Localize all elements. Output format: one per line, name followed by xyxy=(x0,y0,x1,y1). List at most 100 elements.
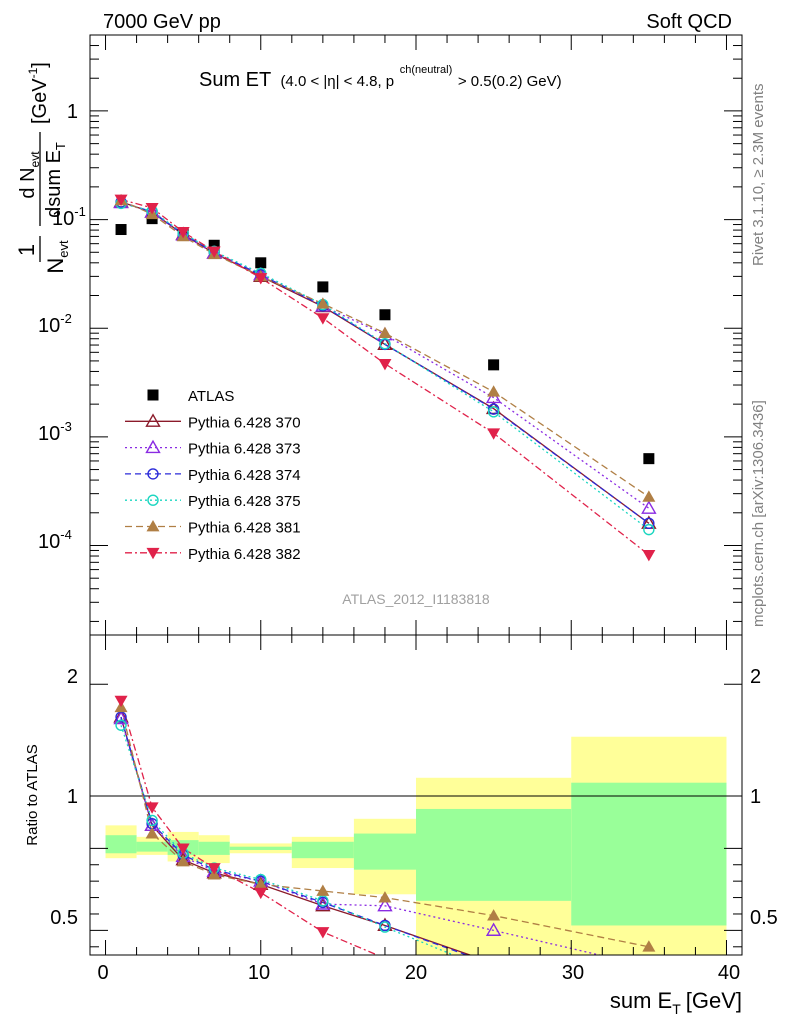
mcplots-label: mcplots.cern.ch [arXiv:1306.3436] xyxy=(750,400,767,627)
ytick-label-0.001-base: 10 xyxy=(38,423,60,445)
ylabel-unit: [GeV-1] xyxy=(26,62,51,124)
ratio-point-p382-4 xyxy=(254,887,268,900)
ylabel-d-top-main: d N xyxy=(17,167,39,198)
ratio-band-green-0 xyxy=(105,835,137,854)
ratio-point-p381-1 xyxy=(145,827,159,839)
ylabel-d-bottom-main: dsum E xyxy=(43,150,65,218)
legend-entry-p373: Pythia 6.428 373 xyxy=(125,439,301,458)
ratio-ytick-1-right: 1 xyxy=(750,786,761,808)
main-point-p375-8 xyxy=(643,523,655,536)
ratio-point-p373-0 xyxy=(113,710,129,725)
ratio-curve-p373 xyxy=(120,718,603,955)
ytick-label-0.0001-base: 10 xyxy=(38,531,60,553)
ratio-ytick-0.5-right: 0.5 xyxy=(750,907,778,929)
header-left: 7000 GeV pp xyxy=(103,11,221,33)
ratio-point-p381-5 xyxy=(316,884,330,896)
legend-label-ATLAS: ATLAS xyxy=(188,388,234,405)
ylabel-frac-bottom-sub: evt xyxy=(56,240,71,258)
ratio-markers xyxy=(113,695,656,952)
main-point-p381-7 xyxy=(487,385,501,397)
main-y-tick-labels: 1 10-1 10-2 10-3 10-4 xyxy=(38,101,86,553)
ratio-point-p382-1 xyxy=(145,802,159,814)
x-axis-title-main: sum E xyxy=(610,988,672,1013)
ylabel-d-top-sub: evt xyxy=(28,151,42,168)
ytick-label-0.0001-exp: -4 xyxy=(60,527,72,542)
legend-entry-p381: Pythia 6.428 381 xyxy=(125,520,301,537)
main-point-p382-7 xyxy=(487,428,501,440)
ratio-ytick-1-left: 1 xyxy=(67,786,78,808)
x-axis-title-unit: [GeV] xyxy=(686,988,742,1013)
main-curve-p375 xyxy=(120,202,650,531)
ratio-point-p381-4 xyxy=(254,877,268,890)
ytick-label-0.01-exp: -2 xyxy=(60,311,72,326)
main-axes xyxy=(90,34,742,635)
xtick-label-20: 20 xyxy=(405,962,427,984)
ratio-band-green-8 xyxy=(571,782,727,926)
legend-marker-ATLAS xyxy=(147,389,159,401)
main-point-p382-4 xyxy=(254,273,268,285)
ratio-point-p382-0 xyxy=(114,695,128,708)
ratio-point-p381-6 xyxy=(378,891,392,903)
legend-marker-p375 xyxy=(147,494,159,506)
legend-label-p370: Pythia 6.428 370 xyxy=(188,414,301,431)
main-point-p382-2 xyxy=(176,227,190,239)
xtick-label-30: 30 xyxy=(562,962,584,984)
legend-marker-p374 xyxy=(147,468,159,480)
main-point-ATLAS-4 xyxy=(255,257,267,269)
ratio-ytick-0.5-left: 0.5 xyxy=(50,907,78,929)
ylabel-d-bottom-sub: T xyxy=(53,142,68,150)
ytick-label-0.01-base: 10 xyxy=(38,315,60,337)
ylabel-frac-bottom-main: N xyxy=(43,258,68,274)
main-title-superscript: ch(neutral) xyxy=(400,64,453,76)
ylabel-d-bottom: dsum ET xyxy=(43,142,68,218)
main-point-p375-7 xyxy=(487,406,500,418)
legend-label-p374: Pythia 6.428 374 xyxy=(188,467,301,484)
ytick-label-0.001: 10-3 xyxy=(38,419,72,445)
ratio-band-green-1 xyxy=(136,841,168,852)
ratio-point-p382-3 xyxy=(207,863,221,875)
header-right: Soft QCD xyxy=(646,11,732,33)
legend-marker-p381 xyxy=(146,520,160,532)
main-point-p381-5 xyxy=(316,297,330,309)
ylabel-frac-top: 1 xyxy=(14,244,39,256)
legend-label-p382: Pythia 6.428 382 xyxy=(188,546,301,563)
legend-marker-p373 xyxy=(145,439,161,454)
x-axis-title-sub: T xyxy=(672,1001,681,1017)
ratio-point-p382-5 xyxy=(316,927,330,939)
main-point-ATLAS-5 xyxy=(317,281,329,293)
main-point-p382-5 xyxy=(316,313,330,325)
x-axis-title: sum ET [GeV] xyxy=(610,988,742,1017)
main-markers xyxy=(113,193,657,562)
ratio-ytick-2-right: 2 xyxy=(750,666,761,688)
main-point-p374-8 xyxy=(643,517,655,530)
ratio-point-p381-2 xyxy=(176,854,190,867)
xtick-label-10: 10 xyxy=(248,962,270,984)
main-point-p382-3 xyxy=(207,246,221,258)
ratio-band-green-5 xyxy=(291,841,354,859)
main-title-rest: > 0.5(0.2) GeV) xyxy=(458,73,562,90)
legend: ATLAS Pythia 6.428 370 Pythia 6.428 373 Pyt… xyxy=(125,388,301,563)
main-point-p382-8 xyxy=(642,549,656,562)
ratio-point-p375-6 xyxy=(379,921,391,933)
ratio-y-axis-label: Ratio to ATLAS xyxy=(24,744,41,845)
main-point-p373-7 xyxy=(485,389,502,404)
main-y-axis-label: 1 Nevt d Nevt dsum ET [GeV-1] xyxy=(14,62,71,273)
legend-entry-p370: Pythia 6.428 370 xyxy=(125,413,301,431)
ratio-point-p375-0 xyxy=(115,719,127,731)
legend-entry-p374: Pythia 6.428 374 xyxy=(125,467,301,484)
main-curve-p373 xyxy=(120,202,650,509)
main-title: Sum ET (4.0 < |η| < 4.8, p ch(neutral) >… xyxy=(199,56,562,91)
ratio-point-p373-7 xyxy=(485,922,502,936)
ratio-ytick-2-left: 2 xyxy=(67,666,78,688)
ratio-point-p381-7 xyxy=(487,909,501,921)
ratio-band-green-3 xyxy=(198,841,230,855)
ratio-axes xyxy=(90,635,742,955)
main-point-p382-1 xyxy=(145,203,159,215)
analysis-watermark: ATLAS_2012_I1183818 xyxy=(342,591,490,607)
ratio-band-green-6 xyxy=(353,833,416,870)
ylabel-unit-sup: -1 xyxy=(26,67,40,78)
ytick-label-0.01: 10-2 xyxy=(38,311,72,337)
ratio-curve-p375 xyxy=(120,725,456,955)
legend-label-p373: Pythia 6.428 373 xyxy=(188,441,301,458)
ratio-band-green-7 xyxy=(416,808,572,901)
